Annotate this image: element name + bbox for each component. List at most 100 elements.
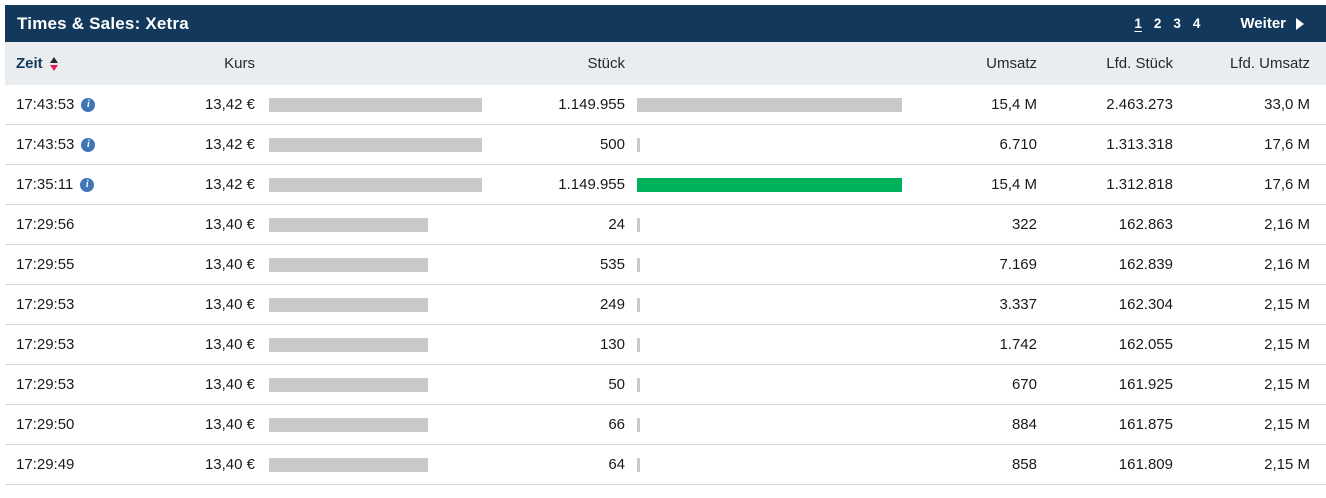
column-header-zeit[interactable]: Zeit bbox=[5, 55, 135, 72]
volume-bar bbox=[637, 417, 640, 432]
cumulative-volume: 2.463.273 bbox=[1106, 96, 1173, 113]
column-header-zeit-label: Zeit bbox=[16, 55, 43, 72]
column-header-stueck: Stück bbox=[587, 55, 625, 72]
cumulative-volume: 162.863 bbox=[1118, 216, 1173, 233]
trade-time: 17:35:11 bbox=[16, 176, 74, 193]
table-row: 17:35:11 i 13,42 € 1.149.955 15,4 M 1.31… bbox=[5, 165, 1326, 205]
trade-price: 13,40 € bbox=[204, 216, 255, 233]
trade-time: 17:29:53 bbox=[16, 296, 75, 313]
page-link-1[interactable]: 1 bbox=[1134, 15, 1142, 31]
sort-up-arrow-icon bbox=[49, 57, 58, 63]
arrow-right-icon bbox=[1296, 17, 1304, 30]
volume-bar bbox=[637, 217, 640, 232]
table-row: 17:43:53 i 13,42 € 1.149.955 15,4 M 2.46… bbox=[5, 85, 1326, 125]
volume-bar bbox=[637, 97, 902, 112]
cumulative-turnover: 17,6 M bbox=[1264, 136, 1310, 153]
cumulative-turnover: 2,16 M bbox=[1264, 256, 1310, 273]
trade-volume: 535 bbox=[599, 256, 625, 273]
cumulative-turnover: 17,6 M bbox=[1264, 176, 1310, 193]
trade-volume: 1.149.955 bbox=[558, 176, 625, 193]
trade-time: 17:29:56 bbox=[16, 216, 75, 233]
sort-down-arrow-icon bbox=[49, 65, 58, 71]
trade-time: 17:29:53 bbox=[16, 336, 75, 353]
trade-price: 13,40 € bbox=[204, 416, 255, 433]
price-bar bbox=[269, 457, 428, 472]
volume-bar bbox=[637, 177, 902, 192]
trade-volume: 50 bbox=[608, 376, 625, 393]
price-bar bbox=[269, 137, 482, 152]
price-bar bbox=[269, 217, 428, 232]
trade-price: 13,40 € bbox=[204, 456, 255, 473]
info-icon[interactable]: i bbox=[80, 177, 95, 192]
next-page-label: Weiter bbox=[1240, 15, 1286, 32]
trade-turnover: 15,4 M bbox=[991, 176, 1037, 193]
trade-price: 13,42 € bbox=[204, 96, 255, 113]
trade-turnover: 3.337 bbox=[999, 296, 1037, 313]
column-header-umsatz: Umsatz bbox=[986, 55, 1037, 72]
trade-time: 17:43:53 bbox=[16, 96, 75, 113]
table-row: 17:29:53 13,40 € 50 670 161.925 2,15 M bbox=[5, 365, 1326, 405]
cumulative-volume: 161.809 bbox=[1118, 456, 1173, 473]
trade-turnover: 670 bbox=[1011, 376, 1037, 393]
table-row: 17:29:56 13,40 € 24 322 162.863 2,16 M bbox=[5, 205, 1326, 245]
next-page-button[interactable]: Weiter bbox=[1240, 15, 1304, 32]
trade-turnover: 858 bbox=[1011, 456, 1037, 473]
column-header-kurs: Kurs bbox=[224, 55, 255, 72]
table-row: 17:29:53 13,40 € 249 3.337 162.304 2,15 … bbox=[5, 285, 1326, 325]
trade-volume: 1.149.955 bbox=[558, 96, 625, 113]
page-link-2[interactable]: 2 bbox=[1153, 15, 1162, 31]
trade-turnover: 322 bbox=[1011, 216, 1037, 233]
page-link-4[interactable]: 4 bbox=[1192, 15, 1201, 31]
cumulative-turnover: 2,15 M bbox=[1264, 336, 1310, 353]
cumulative-turnover: 2,15 M bbox=[1264, 376, 1310, 393]
trade-time: 17:43:53 bbox=[16, 136, 75, 153]
cumulative-turnover: 2,15 M bbox=[1264, 416, 1310, 433]
price-bar bbox=[269, 417, 428, 432]
trade-time: 17:29:53 bbox=[16, 376, 75, 393]
cumulative-volume: 162.304 bbox=[1118, 296, 1173, 313]
info-icon[interactable]: i bbox=[81, 137, 96, 152]
trade-turnover: 7.169 bbox=[999, 256, 1037, 273]
trade-time: 17:29:55 bbox=[16, 256, 75, 273]
trade-price: 13,40 € bbox=[204, 296, 255, 313]
price-bar bbox=[269, 97, 482, 112]
trade-price: 13,40 € bbox=[204, 336, 255, 353]
price-bar bbox=[269, 177, 482, 192]
trade-time: 17:29:49 bbox=[16, 456, 75, 473]
table-row: 17:29:55 13,40 € 535 7.169 162.839 2,16 … bbox=[5, 245, 1326, 285]
trade-time: 17:29:50 bbox=[16, 416, 75, 433]
volume-bar bbox=[637, 337, 640, 352]
table-row: 17:29:50 13,40 € 66 884 161.875 2,15 M bbox=[5, 405, 1326, 445]
widget-title: Times & Sales: Xetra bbox=[17, 13, 189, 33]
trade-volume: 24 bbox=[608, 216, 625, 233]
trade-volume: 66 bbox=[608, 416, 625, 433]
price-bar bbox=[269, 337, 428, 352]
cumulative-volume: 1.312.818 bbox=[1106, 176, 1173, 193]
table-row: 17:29:49 13,40 € 64 858 161.809 2,15 M bbox=[5, 445, 1326, 485]
trade-price: 13,42 € bbox=[204, 136, 255, 153]
trade-price: 13,40 € bbox=[204, 376, 255, 393]
volume-bar bbox=[637, 137, 640, 152]
info-icon[interactable]: i bbox=[81, 97, 96, 112]
trade-volume: 249 bbox=[599, 296, 625, 313]
trade-turnover: 884 bbox=[1011, 416, 1037, 433]
cumulative-volume: 161.925 bbox=[1118, 376, 1173, 393]
trade-turnover: 15,4 M bbox=[991, 96, 1037, 113]
cumulative-turnover: 2,16 M bbox=[1264, 216, 1310, 233]
cumulative-turnover: 2,15 M bbox=[1264, 456, 1310, 473]
trade-volume: 130 bbox=[599, 336, 625, 353]
page-link-3[interactable]: 3 bbox=[1173, 15, 1181, 31]
volume-bar bbox=[637, 377, 640, 392]
cumulative-volume: 1.313.318 bbox=[1106, 136, 1173, 153]
trade-turnover: 1.742 bbox=[999, 336, 1037, 353]
volume-bar bbox=[637, 297, 640, 312]
column-header-lfd-stueck: Lfd. Stück bbox=[1106, 55, 1173, 72]
cumulative-volume: 162.839 bbox=[1118, 256, 1173, 273]
table-row: 17:43:53 i 13,42 € 500 6.710 1.313.318 1… bbox=[5, 125, 1326, 165]
volume-bar bbox=[637, 457, 640, 472]
trade-price: 13,40 € bbox=[204, 256, 255, 273]
sort-icon bbox=[49, 56, 58, 71]
